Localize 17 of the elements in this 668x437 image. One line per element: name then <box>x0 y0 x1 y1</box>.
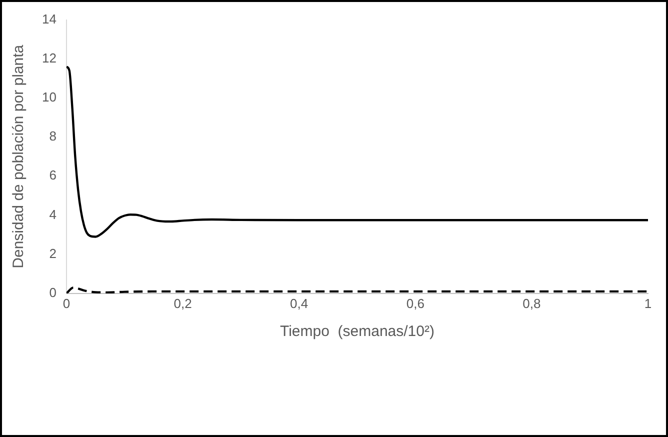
y-tick-label: 14 <box>42 11 56 26</box>
y-tick-label: 12 <box>42 50 56 66</box>
y-axis-title: Densidad de población por planta <box>10 44 28 268</box>
x-tick-label: 0,2 <box>174 296 192 311</box>
y-tick-label: 4 <box>49 206 56 222</box>
y-tick-label: 8 <box>49 128 56 144</box>
y-tick-label: 0 <box>49 284 56 300</box>
x-tick-label: 1 <box>644 296 652 311</box>
y-tick-label: 2 <box>49 246 56 261</box>
x-tick-label: 0,6 <box>406 296 424 311</box>
x-tick-label: 0,8 <box>522 296 541 311</box>
y-tick-label: 6 <box>49 168 56 183</box>
y-tick-label: 10 <box>42 90 56 105</box>
line-series <box>66 66 648 238</box>
x-tick-label: 0,4 <box>290 296 308 311</box>
x-tick-label: 0 <box>62 296 70 311</box>
x-axis-title: Tiempo (semanas/10²) <box>280 323 434 340</box>
